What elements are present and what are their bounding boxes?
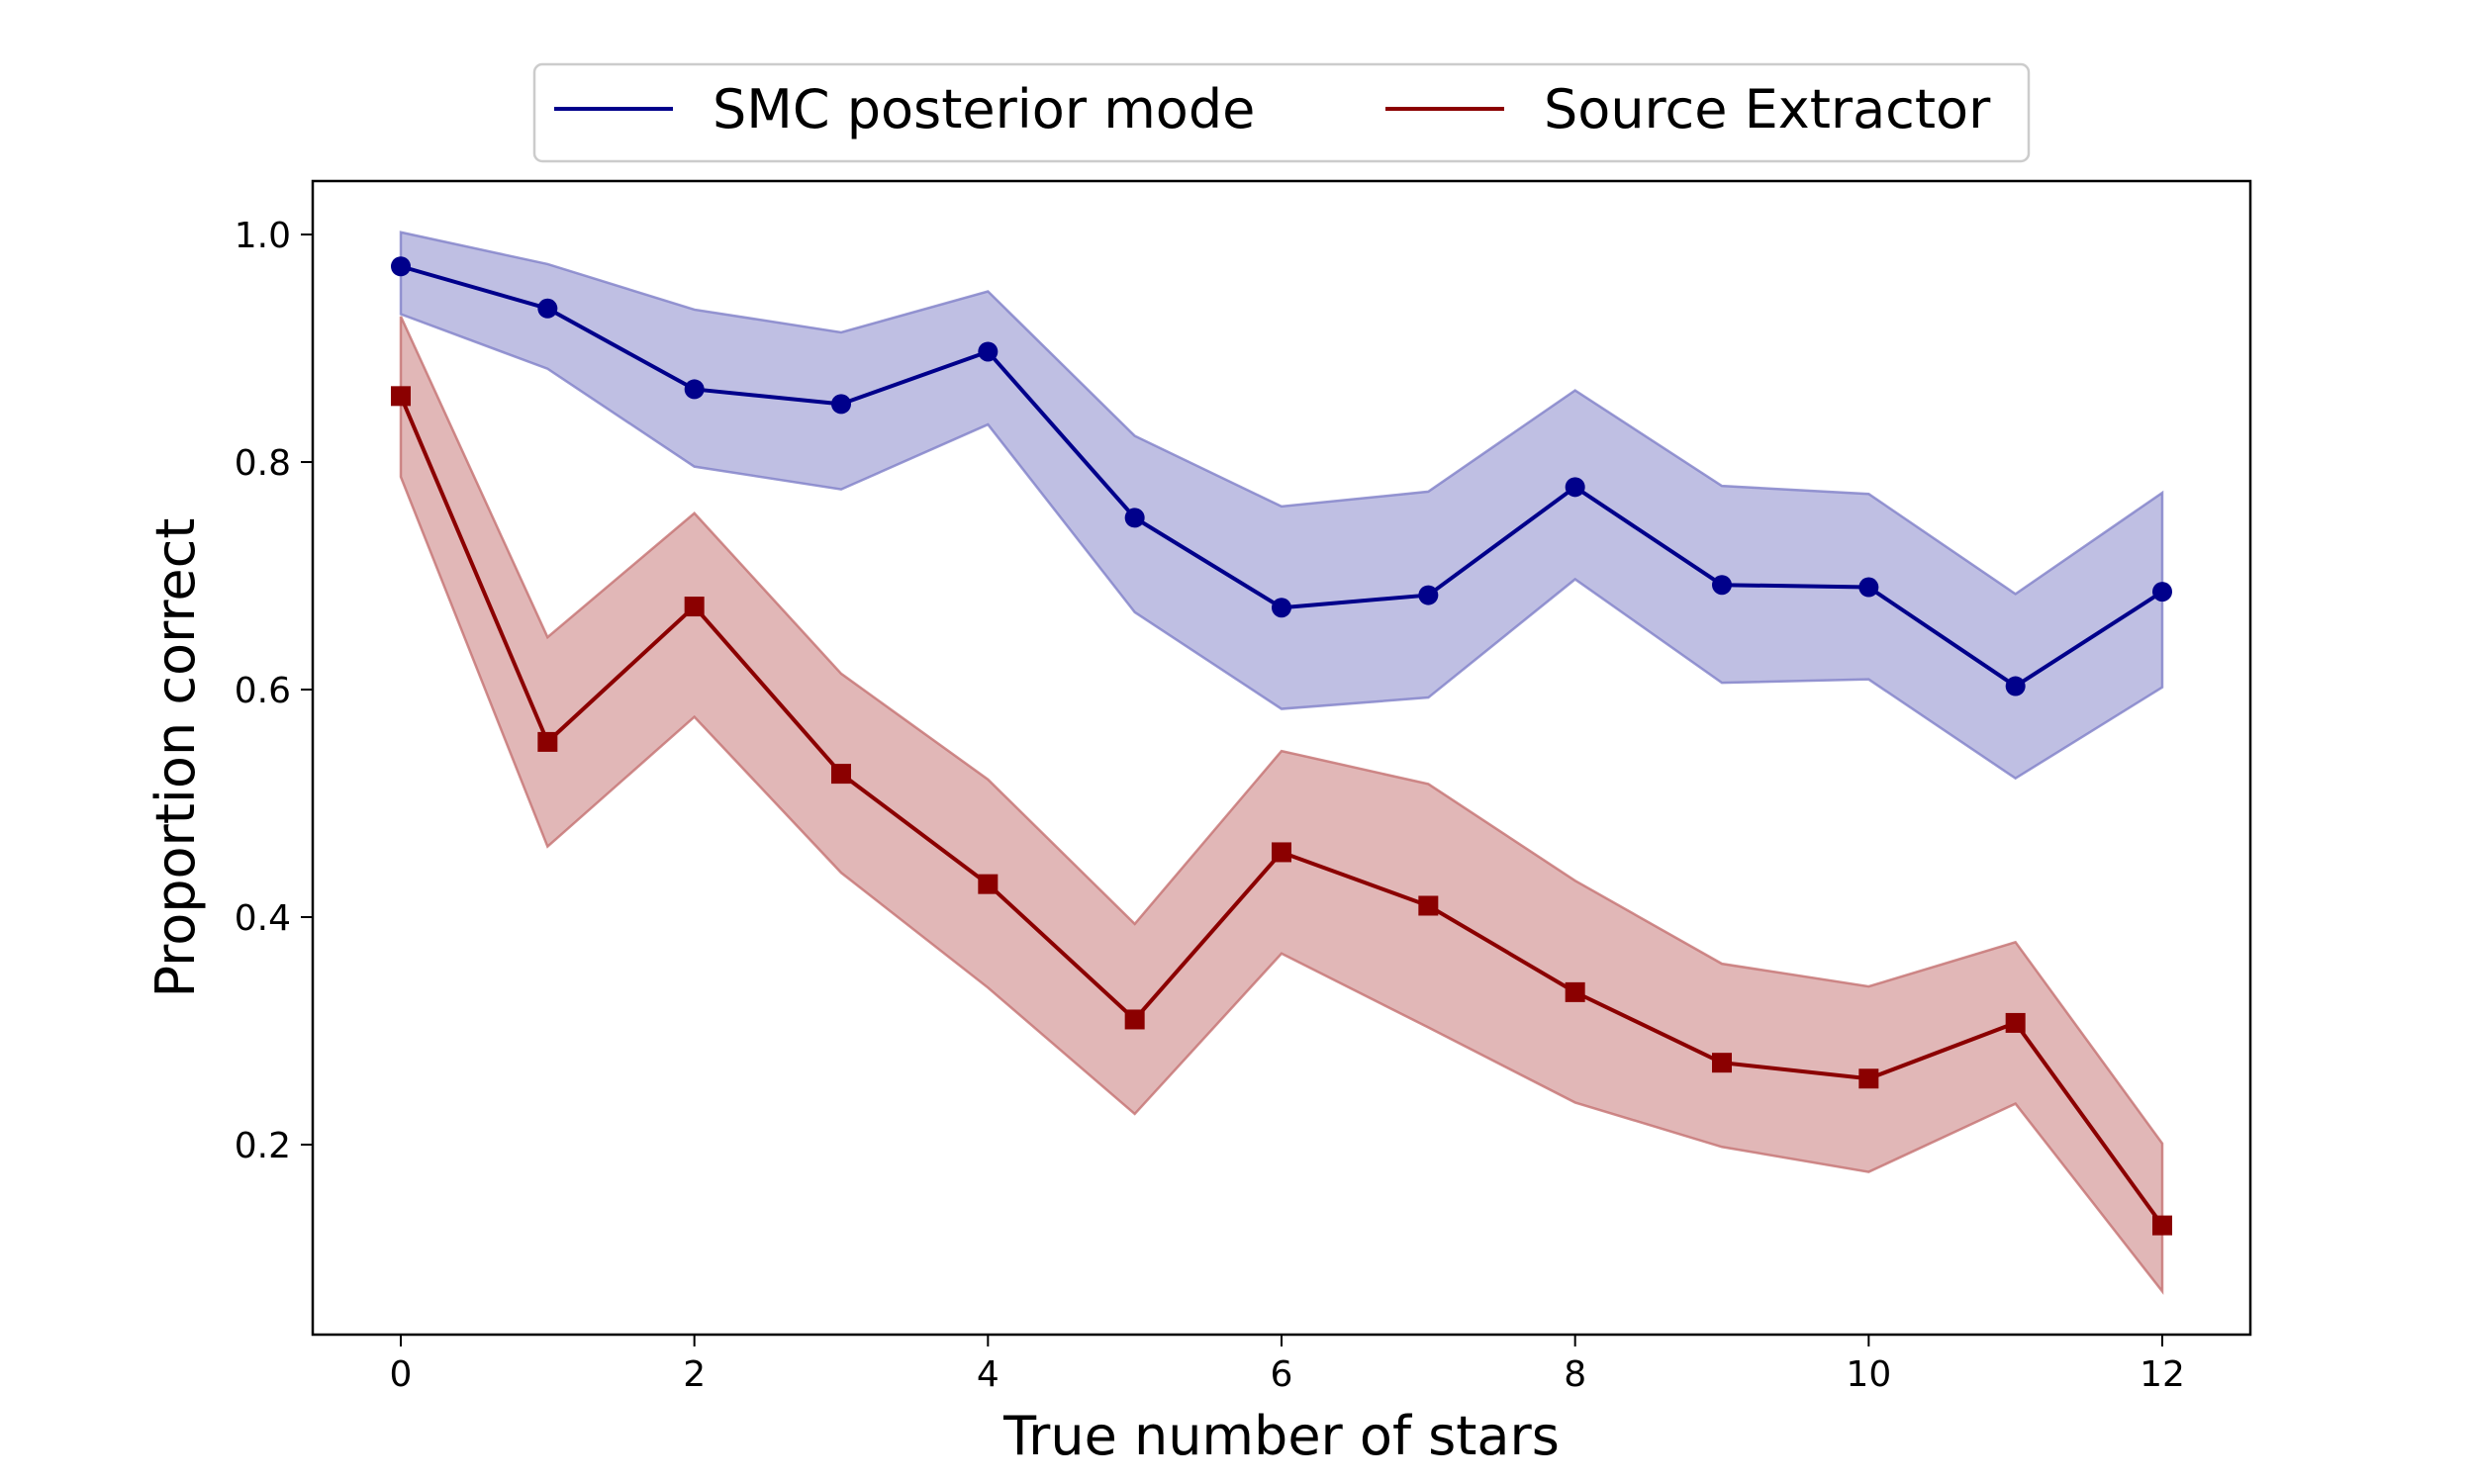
point-smc-posterior-mode [978,341,999,362]
x-tick-label: 6 [1271,1354,1293,1395]
point-smc-posterior-mode [1565,477,1585,498]
point-smc-posterior-mode [1418,585,1439,605]
point-smc-posterior-mode [1858,577,1879,598]
point-smc-posterior-mode [391,256,411,277]
point-smc-posterior-mode [684,379,705,400]
point-source-extractor [1565,981,1585,1002]
point-source-extractor [2005,1012,2026,1033]
series-markers [391,256,2172,1236]
point-smc-posterior-mode [1124,508,1145,528]
point-smc-posterior-mode [2005,676,2026,696]
x-axis-label: True number of stars [1002,1405,1560,1467]
x-tick-label: 8 [1564,1354,1586,1395]
point-smc-posterior-mode [2152,582,2172,603]
band-smc-posterior-mode [399,231,2164,781]
point-source-extractor [831,764,851,785]
x-tick-label: 10 [1846,1354,1891,1395]
x-tick-label: 2 [683,1354,706,1395]
x-axis: 0 2 4 6 8 10 12 [390,1335,2185,1395]
point-source-extractor [537,731,558,752]
legend-box [532,62,2031,163]
y-axis-label: Proportion correct [144,518,207,998]
legend: SMC posterior mode Source Extractor [532,62,2031,163]
point-source-extractor [1272,842,1291,863]
confidence-bands [399,231,2164,1295]
point-smc-posterior-mode [537,298,558,319]
point-smc-posterior-mode [1712,575,1732,596]
point-smc-posterior-mode [831,394,851,415]
point-smc-posterior-mode [1272,598,1291,618]
point-source-extractor [978,874,999,894]
point-source-extractor [1858,1068,1879,1089]
point-source-extractor [1712,1053,1732,1073]
x-tick-label: 4 [977,1354,999,1395]
band-source-extractor [399,316,2164,1295]
y-axis: 0.2 0.4 0.6 0.8 1.0 [235,216,313,1166]
point-source-extractor [391,386,411,407]
point-source-extractor [1124,1009,1145,1030]
legend-label-smc: SMC posterior mode [713,78,1255,140]
y-tick-label: 0.2 [235,1126,291,1166]
y-tick-label: 0.8 [235,443,291,484]
point-source-extractor [2152,1215,2172,1236]
point-source-extractor [1418,895,1439,916]
y-tick-label: 1.0 [235,216,291,256]
legend-label-source-extractor: Source Extractor [1544,78,1991,140]
point-source-extractor [684,597,705,617]
y-tick-label: 0.4 [235,898,291,939]
x-tick-label: 12 [2140,1354,2185,1395]
x-tick-label: 0 [390,1354,413,1395]
y-tick-label: 0.6 [235,671,291,711]
